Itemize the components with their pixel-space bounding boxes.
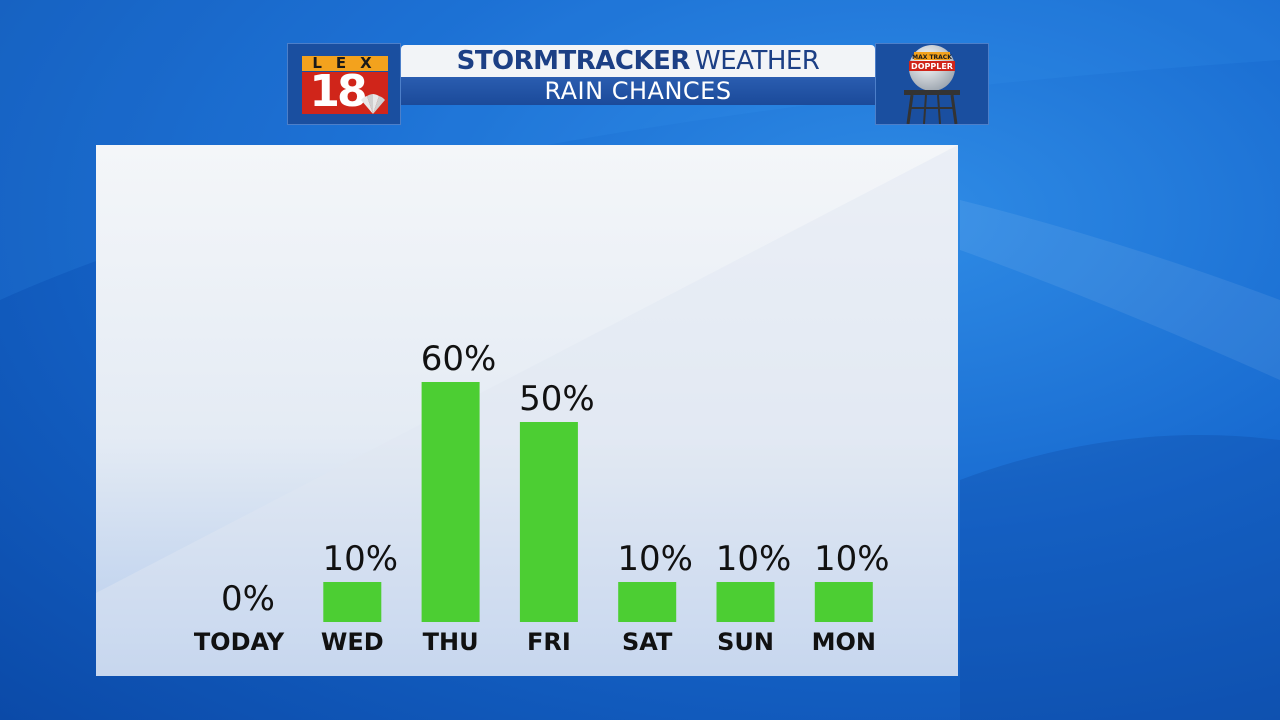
logo-number: 18 xyxy=(309,66,367,117)
radar-tower-icon: MAX TRACK DOPPLER xyxy=(904,45,960,124)
doppler-top-text: MAX TRACK xyxy=(912,54,952,61)
category-label-sat: SAT xyxy=(622,628,673,656)
doppler-logo: MAX TRACK DOPPLER xyxy=(875,43,989,125)
bar-fri xyxy=(519,422,578,622)
value-label-mon: 10% xyxy=(814,539,890,579)
category-label-today: TODAY xyxy=(194,628,285,656)
logo-letters: LEX xyxy=(312,54,386,72)
title-bold: STORMTRACKER xyxy=(456,46,691,76)
category-label-mon: MON xyxy=(812,628,876,656)
program-title: STORMTRACKER WEATHER xyxy=(401,45,875,77)
peacock-icon xyxy=(361,94,385,114)
title-regular: WEATHER xyxy=(695,46,820,76)
bar-mon xyxy=(814,582,873,622)
value-label-today: 0% xyxy=(221,579,275,619)
station-logo: LEX 18 xyxy=(287,43,401,125)
value-label-sat: 10% xyxy=(617,539,693,579)
value-label-thu: 60% xyxy=(421,339,497,379)
rain-chance-bar-chart: 0% TODAY 10% WED 60% THU 50% FRI 10% SAT 10% SUN 10%… xyxy=(194,339,890,656)
category-label-wed: WED xyxy=(321,628,384,656)
value-label-sun: 10% xyxy=(716,539,792,579)
value-label-wed: 10% xyxy=(323,539,399,579)
chart-panel: 0% TODAY 10% WED 60% THU 50% FRI 10% SAT 10% SUN 10%… xyxy=(96,145,958,676)
category-label-sun: SUN xyxy=(717,628,774,656)
header-banner: LEX 18 STORMTRACKER WEATHER RAIN CHANCES xyxy=(287,43,989,125)
category-label-thu: THU xyxy=(423,628,479,656)
bar-sun xyxy=(716,582,775,622)
category-label-fri: FRI xyxy=(527,628,571,656)
bar-sat xyxy=(618,582,677,622)
subtitle-band: RAIN CHANCES xyxy=(401,77,875,105)
doppler-main-text: DOPPLER xyxy=(911,62,953,71)
value-label-fri: 50% xyxy=(519,379,595,419)
chart-subtitle: RAIN CHANCES xyxy=(544,77,732,105)
title-band: STORMTRACKER WEATHER RAIN CHANCES xyxy=(401,43,875,125)
panel-diagonal-shade xyxy=(96,145,958,676)
bar-wed xyxy=(323,582,382,622)
bar-thu xyxy=(421,382,480,622)
